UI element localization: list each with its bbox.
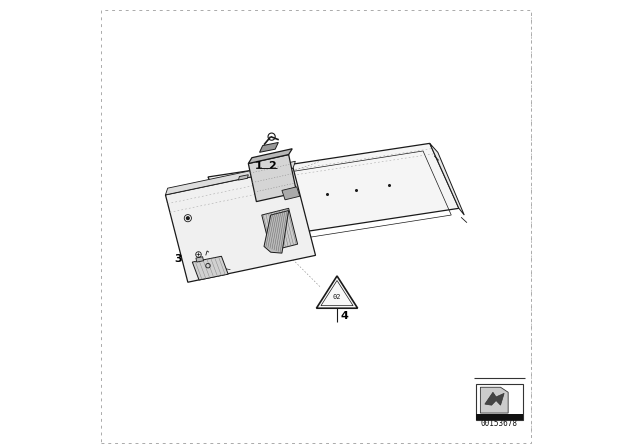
Polygon shape: [165, 161, 296, 195]
Polygon shape: [262, 208, 298, 251]
Circle shape: [186, 217, 189, 220]
Polygon shape: [476, 414, 523, 420]
Polygon shape: [260, 142, 278, 152]
Polygon shape: [316, 276, 358, 308]
Text: 2: 2: [269, 161, 276, 171]
Polygon shape: [239, 175, 248, 180]
Polygon shape: [248, 155, 297, 202]
Text: 4: 4: [340, 311, 348, 321]
FancyBboxPatch shape: [476, 384, 523, 420]
Polygon shape: [430, 143, 464, 215]
Polygon shape: [481, 387, 508, 413]
Polygon shape: [165, 168, 316, 282]
Text: 00153678: 00153678: [481, 418, 518, 427]
Text: 1: 1: [255, 161, 263, 171]
Polygon shape: [192, 256, 228, 280]
Polygon shape: [264, 211, 289, 253]
Polygon shape: [248, 149, 292, 164]
Polygon shape: [282, 187, 300, 200]
Text: 02: 02: [333, 294, 341, 301]
Polygon shape: [208, 143, 459, 242]
Polygon shape: [485, 392, 504, 405]
Text: 3: 3: [174, 254, 182, 264]
Polygon shape: [196, 257, 204, 262]
